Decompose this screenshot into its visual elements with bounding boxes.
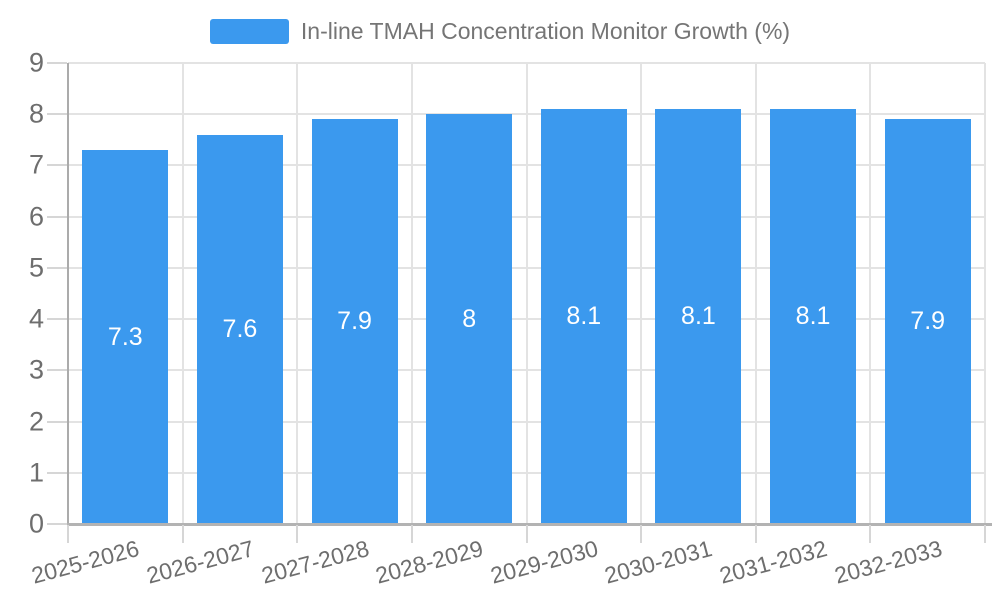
bar-2028-2029[interactable]: 8 <box>426 114 513 524</box>
y-axis-tick-mark <box>47 113 67 116</box>
bar-2030-2031[interactable]: 8.1 <box>655 109 742 524</box>
bar-value-label: 8.1 <box>681 302 716 331</box>
bar-2027-2028[interactable]: 7.9 <box>311 119 398 524</box>
bar-2025-2026[interactable]: 7.3 <box>82 150 169 524</box>
y-axis-tick-label: 5 <box>28 252 44 283</box>
y-axis-tick-label: 4 <box>28 303 44 334</box>
x-axis-tick-mark <box>525 525 528 543</box>
y-axis-tick-mark <box>47 420 67 423</box>
y-axis-tick-label: 3 <box>28 354 44 385</box>
x-axis-tick-mark <box>640 525 643 543</box>
x-axis-category-label: 2031-2032 <box>716 535 830 589</box>
bar-2029-2030[interactable]: 8.1 <box>540 109 627 524</box>
y-axis-tick-label: 0 <box>28 508 44 539</box>
y-axis-tick-mark <box>47 369 67 372</box>
x-axis-tick-mark <box>754 525 757 543</box>
x-gridline <box>754 63 757 524</box>
y-axis-tick-label: 6 <box>28 201 44 232</box>
bar-value-label: 8.1 <box>795 302 831 331</box>
x-axis-category-label: 2027-2028 <box>258 535 372 589</box>
x-gridline <box>410 63 413 524</box>
bar-value-label: 7.9 <box>337 307 372 336</box>
x-gridline <box>984 63 986 524</box>
x-gridline <box>296 63 299 524</box>
bar-2026-2027[interactable]: 7.6 <box>196 134 283 524</box>
x-axis-line <box>67 523 992 526</box>
bar-value-label: 8 <box>462 304 477 333</box>
y-axis-line <box>67 63 69 525</box>
y-axis-tick-mark <box>47 471 67 474</box>
x-gridline <box>640 63 643 524</box>
y-axis-tick-label: 7 <box>28 149 44 180</box>
x-axis-category-label: 2032-2033 <box>831 535 945 589</box>
bar-value-label: 8.1 <box>566 302 602 331</box>
y-axis-tick-mark <box>47 164 67 167</box>
legend-label: In-line TMAH Concentration Monitor Growt… <box>300 17 791 44</box>
x-axis-category-label: 2029-2030 <box>487 535 601 589</box>
bar-value-label: 7.3 <box>107 322 143 351</box>
x-axis-tick-mark <box>181 525 184 543</box>
y-axis-tick-label: 1 <box>28 457 44 488</box>
y-axis-tick-mark <box>47 62 67 64</box>
bar-value-label: 7.9 <box>910 307 946 336</box>
x-gridline <box>181 63 184 524</box>
y-axis-tick-label: 2 <box>28 406 44 437</box>
bar-value-label: 7.6 <box>222 314 258 343</box>
y-axis-tick-mark <box>47 318 67 321</box>
x-axis-category-label: 2030-2031 <box>602 535 716 589</box>
y-axis-tick-label: 8 <box>28 98 44 129</box>
plot-area: 7.3 7.6 7.9 8 8.1 8.1 8.1 7.9 <box>68 62 986 524</box>
legend-swatch <box>209 18 289 44</box>
x-axis-category-label: 2026-2027 <box>143 535 257 589</box>
x-gridline <box>525 63 528 524</box>
x-axis-tick-mark <box>984 525 986 543</box>
bar-2031-2032[interactable]: 8.1 <box>770 109 857 524</box>
x-axis-tick-mark <box>869 525 872 543</box>
bar-2032-2033[interactable]: 7.9 <box>884 119 971 524</box>
x-axis-category-label: 2025-2026 <box>29 535 143 589</box>
x-axis-category-label: 2028-2029 <box>372 535 486 589</box>
x-axis-tick-mark <box>410 525 413 543</box>
y-axis-tick-mark <box>47 215 67 218</box>
y-axis-tick-mark <box>47 523 67 525</box>
x-gridline <box>869 63 872 524</box>
y-axis-tick-mark <box>47 266 67 269</box>
y-axis-tick-label: 9 <box>28 47 44 78</box>
legend[interactable]: In-line TMAH Concentration Monitor Growt… <box>0 15 1000 47</box>
x-axis-tick-mark <box>296 525 299 543</box>
x-axis-tick-mark <box>67 525 69 543</box>
